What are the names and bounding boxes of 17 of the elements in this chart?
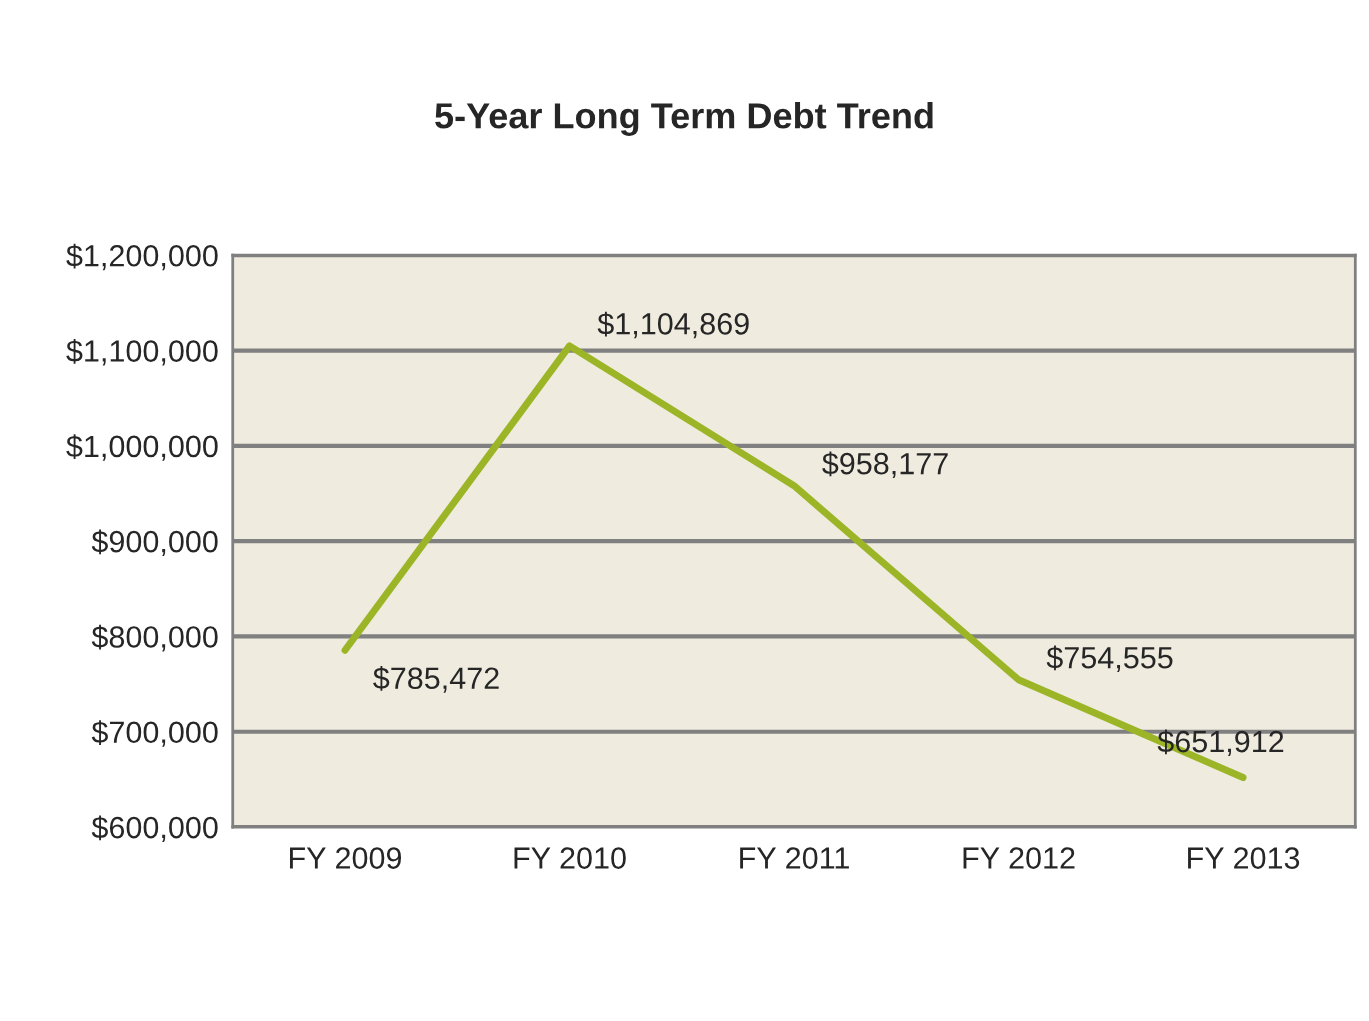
y-tick-label: $1,000,000 bbox=[66, 434, 218, 461]
y-tick-label: $1,200,000 bbox=[66, 243, 218, 271]
y-tick-label: $1,100,000 bbox=[66, 338, 218, 366]
x-tick-label: FY 2010 bbox=[514, 847, 626, 869]
text: $754,555 bbox=[1046, 645, 1173, 673]
text: $958,177 bbox=[822, 451, 948, 479]
text: $1,104,869 bbox=[597, 311, 749, 339]
x-tick-label: FY 2011 bbox=[740, 847, 849, 869]
x-tick-label: FY 2009 bbox=[290, 847, 402, 869]
text: $785,472 bbox=[373, 666, 499, 693]
x-tick-label: FY 2013 bbox=[1188, 847, 1300, 869]
y-tick-label: $700,000 bbox=[91, 720, 218, 747]
y-tick-label: $800,000 bbox=[91, 624, 218, 652]
y-tick-label: $900,000 bbox=[91, 529, 218, 557]
x-tick-label: FY 2012 bbox=[963, 847, 1075, 869]
y-tick-label: $600,000 bbox=[91, 815, 218, 842]
chart-title: 5-Year Long Term Debt Trend bbox=[435, 102, 933, 136]
